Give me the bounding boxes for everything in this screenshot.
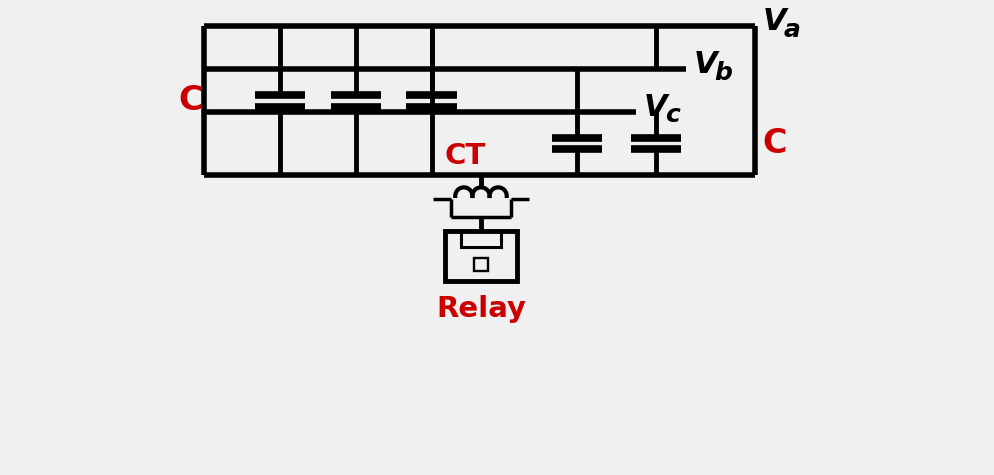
Bar xyxy=(474,258,487,271)
Text: C: C xyxy=(179,84,203,117)
Text: b: b xyxy=(714,61,732,85)
Text: Relay: Relay xyxy=(435,295,526,323)
Text: C: C xyxy=(762,127,786,160)
Text: V: V xyxy=(762,7,785,36)
Text: V: V xyxy=(693,50,717,79)
Text: V: V xyxy=(643,93,667,122)
Text: c: c xyxy=(664,104,679,127)
Text: a: a xyxy=(783,18,800,42)
Bar xyxy=(444,231,517,281)
Text: CT: CT xyxy=(444,142,485,171)
